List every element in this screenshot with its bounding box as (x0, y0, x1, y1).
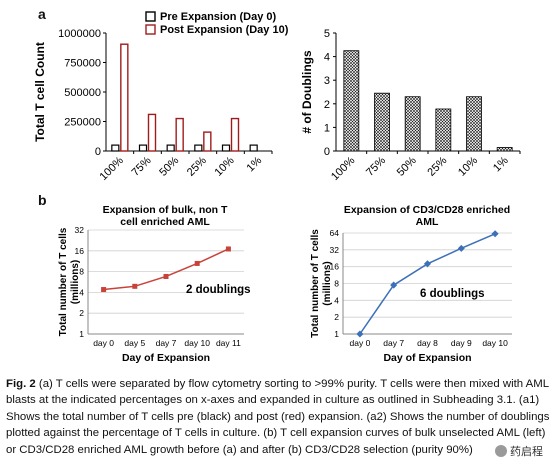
x-tick-label: day 7 (156, 338, 177, 348)
legend-swatch (145, 11, 156, 22)
bar-pre-1% (249, 144, 258, 152)
y-tick-label: 0 (324, 146, 330, 158)
bar-25% (435, 108, 452, 152)
y-tick-label: 1000000 (58, 28, 101, 40)
bar-post-100% (120, 43, 129, 152)
bar-75% (374, 92, 390, 152)
y-tick-label: 1 (79, 329, 84, 339)
bar-1% (496, 147, 513, 152)
y-axis-title-unit: (millions) (70, 260, 81, 304)
watermark-text: 药启程 (510, 446, 543, 458)
legend-label: Pre Expansion (Day 0) (160, 11, 276, 23)
x-tick-label: day 8 (417, 338, 438, 348)
bar-pre-100% (111, 144, 120, 152)
wechat-icon (495, 445, 507, 457)
chart-title-line-1: Expansion of bulk, non T (103, 204, 228, 216)
data-point (101, 287, 107, 293)
legend-label: Post Expansion (Day 10) (160, 24, 289, 36)
y-tick-label: 2 (79, 308, 84, 318)
y-tick-label: 250000 (64, 117, 101, 129)
data-point (457, 244, 465, 252)
panel-label-b: b (38, 192, 47, 208)
bar-10% (466, 96, 482, 152)
x-tick-label: day 9 (451, 338, 472, 348)
bar-post-10% (230, 117, 240, 152)
y-tick-label: 64 (330, 228, 340, 238)
annotation-doublings: 6 doublings (420, 288, 485, 300)
x-tick-label: day 0 (350, 338, 371, 348)
bar-50% (404, 96, 421, 152)
y-tick-label: 0 (95, 146, 101, 158)
caption-lead: Fig. 2 (6, 378, 36, 390)
legend-swatch (145, 24, 156, 35)
y-tick-label: 4 (79, 287, 84, 297)
x-tick-label: day 11 (216, 338, 241, 348)
watermark: 药启程 (492, 443, 546, 459)
y-tick-label: 5 (324, 28, 330, 40)
data-point (132, 283, 138, 289)
y-tick-label: 16 (75, 246, 85, 256)
y-tick-label: 1 (324, 122, 330, 134)
x-tick-label: day 5 (124, 338, 145, 348)
data-point (491, 230, 499, 238)
y-axis-title: Total number of T cells (58, 227, 69, 336)
bar-pre-25% (194, 144, 203, 152)
y-axis-title: Total number of T cells (310, 229, 321, 338)
y-axis-title: # of Doublings (300, 50, 314, 134)
data-point (423, 260, 432, 268)
y-axis-title: Total T cell Count (33, 42, 47, 142)
panel-label-a: a (38, 6, 46, 22)
y-tick-label: 4 (334, 295, 339, 305)
x-tick-label: day 10 (184, 338, 210, 348)
data-point (225, 246, 231, 252)
y-tick-label: 16 (330, 262, 340, 272)
bar-pre-50% (166, 144, 175, 152)
y-tick-label: 3 (324, 75, 330, 87)
y-axis-title-unit: (millions) (322, 261, 333, 305)
y-tick-label: 32 (75, 225, 85, 235)
x-tick-label: day 7 (383, 338, 404, 348)
x-tick-label: day 10 (482, 338, 508, 348)
data-point (194, 260, 200, 266)
bar-pre-75% (138, 144, 148, 152)
y-tick-label: 32 (330, 245, 340, 255)
chart-title-line-2: cell enriched AML (120, 216, 210, 228)
data-point (163, 273, 169, 279)
y-tick-label: 2 (324, 99, 330, 111)
annotation-doublings: 2 doublings (186, 284, 251, 296)
y-tick-label: 8 (79, 267, 84, 277)
x-axis-title: Day of Expansion (383, 352, 471, 364)
data-point (390, 281, 398, 289)
bar-pre-10% (221, 144, 231, 152)
y-tick-label: 4 (324, 52, 330, 64)
figure-caption: Fig. 2 (a) T cells were separated by flo… (6, 376, 552, 458)
bar-post-50% (175, 117, 184, 152)
y-tick-label: 1 (334, 329, 339, 339)
caption-text: (a) T cells were separated by flow cytom… (6, 378, 550, 456)
y-tick-label: 750000 (64, 58, 101, 70)
y-tick-label: 2 (334, 312, 339, 322)
bar-100% (343, 50, 360, 152)
x-axis-title: Day of Expansion (122, 352, 210, 364)
bar-post-75% (147, 113, 157, 152)
x-tick-label: day 0 (93, 338, 114, 348)
y-tick-label: 500000 (64, 87, 101, 99)
chart-title-line-2: AML (416, 216, 439, 228)
bar-post-25% (203, 131, 212, 152)
chart-title-line-1: Expansion of CD3/CD28 enriched (344, 204, 510, 216)
data-point (356, 330, 364, 338)
y-tick-label: 8 (334, 279, 339, 289)
